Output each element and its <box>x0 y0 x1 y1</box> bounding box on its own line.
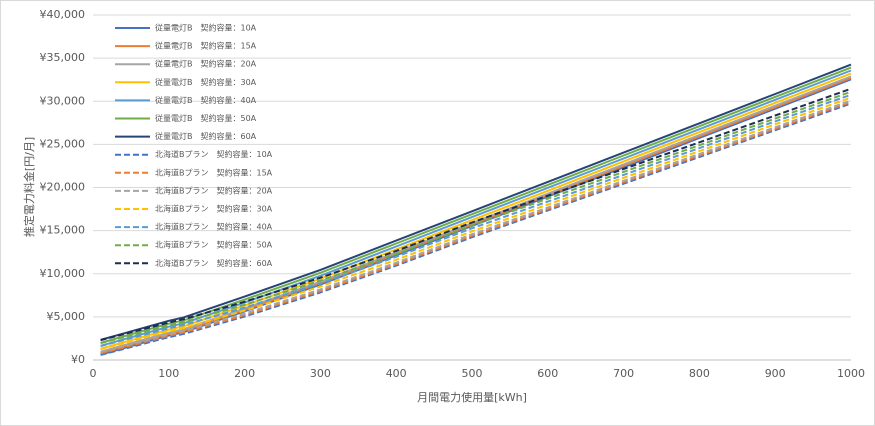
legend-label: 従量電灯B 契約容量：10A <box>155 23 257 33</box>
x-tick-label: 400 <box>386 367 407 380</box>
series-line <box>100 87 852 342</box>
x-tick-label: 800 <box>689 367 710 380</box>
legend-label: 従量電灯B 契約容量：30A <box>155 77 257 87</box>
x-tick-label: 700 <box>613 367 634 380</box>
legend-label: 従量電灯B 契約容量：20A <box>155 59 257 69</box>
legend-label: 北海道Bプラン 契約容量：40A <box>155 222 273 232</box>
legend-label: 北海道Bプラン 契約容量：15A <box>155 167 273 177</box>
y-tick-label: ¥30,000 <box>40 94 86 107</box>
series-line <box>100 93 852 348</box>
y-tick-label: ¥35,000 <box>40 51 86 64</box>
y-tick-label: ¥10,000 <box>40 267 86 280</box>
legend-label: 従量電灯B 契約容量：60A <box>155 131 257 141</box>
y-tick-label: ¥40,000 <box>40 8 86 21</box>
x-tick-label: 900 <box>765 367 786 380</box>
legend-label: 従量電灯B 契約容量：50A <box>155 113 257 123</box>
series-line <box>100 72 852 350</box>
legend-label: 北海道Bプラン 契約容量：20A <box>155 185 273 195</box>
x-tick-label: 0 <box>90 367 97 380</box>
x-tick-label: 500 <box>462 367 483 380</box>
x-tick-label: 1000 <box>837 367 865 380</box>
y-tick-label: ¥5,000 <box>47 310 86 323</box>
series-line <box>100 63 852 341</box>
x-tick-label: 200 <box>234 367 255 380</box>
x-tick-label: 100 <box>158 367 179 380</box>
series-line <box>100 102 852 356</box>
series-line <box>100 66 852 344</box>
y-tick-label: ¥20,000 <box>40 181 86 194</box>
series-line <box>100 75 852 353</box>
legend-label: 北海道Bプラン 契約容量：10A <box>155 149 273 159</box>
series-line <box>100 99 852 353</box>
series-line <box>100 69 852 347</box>
x-axis-title: 月間電力使用量[kWh] <box>417 391 527 404</box>
y-tick-label: ¥0 <box>71 353 85 366</box>
legend-label: 北海道Bプラン 契約容量：30A <box>155 204 273 214</box>
y-axis-title: 推定電力料金[円/月] <box>22 137 36 237</box>
x-tick-label: 600 <box>537 367 558 380</box>
legend-label: 従量電灯B 契約容量：40A <box>155 95 257 105</box>
legend-label: 従量電灯B 契約容量：15A <box>155 41 257 51</box>
x-tick-label: 300 <box>310 367 331 380</box>
series-line <box>100 101 852 355</box>
series-line <box>100 90 852 345</box>
legend-label: 北海道Bプラン 契約容量：50A <box>155 240 273 250</box>
y-tick-label: ¥25,000 <box>40 137 86 150</box>
legend-label: 北海道Bプラン 契約容量：60A <box>155 258 273 268</box>
y-tick-label: ¥15,000 <box>40 224 86 237</box>
series-line <box>100 96 852 350</box>
